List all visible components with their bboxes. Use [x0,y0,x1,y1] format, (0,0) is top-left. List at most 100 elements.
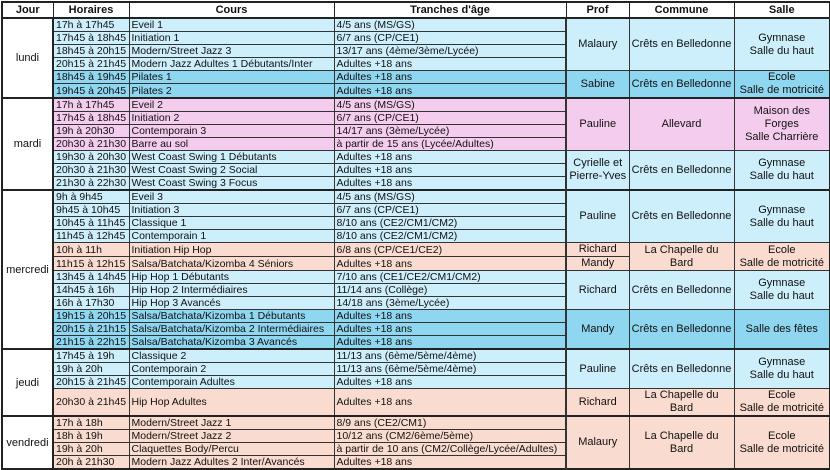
age-cell: à partir de 10 ans (CM2/Collège/Lycée/Ad… [333,442,567,456]
horaire-cell: 20h à 21h30 [52,455,130,470]
horaire-cell: 20h15 à 21h15 [52,322,130,336]
prof-cell: Richard [565,242,630,257]
horaire-cell: 20h30 à 21h30 [52,163,130,177]
horaire-cell: 19h à 20h30 [52,124,130,138]
prof-cell: Pauline [565,348,630,389]
horaire-cell: 19h15 à 20h15 [52,309,130,323]
salle-line-1: Ecole [767,243,796,256]
salle-line-2: Salle du haut [749,216,814,229]
salle-cell: Ecole Salle de motricité [733,415,830,470]
table-row: 13h45 à 14h45 Hip Hop 1 Débutants 7/10 a… [2,270,830,310]
prof-line-2: Pierre-Yves [569,170,627,182]
age-cell: Adultes +18 ans [333,150,567,164]
horaire-cell: 17h45 à 18h45 [52,111,130,125]
horaire-cell: 21h15 à 22h15 [52,335,130,350]
horaire-cell: 17h45 à 19h [52,348,130,363]
day-jeudi: jeudi [1,348,54,417]
age-cell: Adultes +18 ans [333,322,567,336]
horaire-cell: 16h à 17h30 [52,296,130,310]
horaire-cell: 17h à 17h45 [52,97,130,112]
salle-cell: Maison des Forges Salle Charrière [733,97,830,151]
day-mercredi: mercredi [1,189,54,350]
age-cell: 6/7 ans (CP/CE1) [333,111,567,125]
age-cell: 4/5 ans (MS/GS) [333,17,567,32]
salle-line-2: Salle de motricité [739,256,824,269]
day-mardi: mardi [1,97,54,191]
header-prof: Prof [565,1,630,19]
age-cell: Adultes +18 ans [333,455,567,470]
age-cell: 4/5 ans (MS/GS) [333,97,567,112]
prof-cell: Malaury [565,17,630,71]
commune-cell: La Chapelle du Bard [628,242,735,271]
header-tranches: Tranches d'âge [333,1,567,19]
horaire-cell: 20h30 à 21h45 [52,388,130,417]
cours-cell: West Coast Swing 1 Débutants [128,150,335,164]
commune-cell: Allevard [628,97,735,151]
horaire-cell: 19h30 à 20h30 [52,150,130,164]
age-cell: 6/8 ans (CP/CE1/CE2) [333,242,567,257]
table-row: 10h à 11h Initiation Hip Hop 6/8 ans (CP… [2,242,830,271]
salle-cell: Salle des fêtes [733,309,830,350]
horaire-cell: 9h à 9h45 [52,189,130,204]
commune-cell: Crêts en Belledonne [628,270,735,310]
horaire-cell: 11h45 à 12h45 [52,229,130,243]
age-cell: 8/10 ans (CE2/CM1/CM2) [333,229,567,243]
salle-line-2: Salle du haut [749,44,814,57]
cours-cell: Salsa/Batchata/Kizomba 4 Séniors [128,256,335,271]
salle-line-2: Salle Charrière [745,131,819,143]
cours-cell: Hip Hop 2 Intermédiaires [128,283,335,297]
salle-cell: Gymnase Salle du haut [733,189,830,243]
table-row: 11h15 à 12h15 Salsa/Batchata/Kizomba 4 S… [2,256,830,271]
age-cell: 6/7 ans (CP/CE1) [333,31,567,45]
horaire-cell: 14h45 à 16h [52,283,130,297]
age-cell: Adultes +18 ans [333,375,567,389]
commune-cell: Crêts en Belledonne [628,189,735,243]
cours-cell: Pilates 1 [128,69,335,85]
cours-cell: Contemporain 3 [128,124,335,138]
horaire-cell: 13h45 à 14h45 [52,270,130,284]
salle-line-1: Ecole [767,389,796,401]
table-row: 19h30 à 20h30 West Coast Swing 1 Débutan… [2,150,830,191]
commune-cell: La Chapelle du Bard [628,415,735,470]
horaire-cell: 18h45 à 20h15 [52,44,130,58]
cours-cell: Barre au sol [128,137,335,151]
horaire-cell: 20h30 à 21h30 [52,137,130,151]
horaire-cell: 17h à 17h45 [52,17,130,32]
age-cell: Adultes +18 ans [333,309,567,323]
salle-line-1: Gymnase [758,203,806,216]
salle-cell: Gymnase Salle du haut [733,270,830,310]
table-row: jeudi 17h45 à 19h Classique 2 11/13 ans … [1,348,830,417]
header-salle: Salle [733,1,830,19]
table-row: lundi 17h à 17h45 Eveil 1 4/5 ans (MS/GS… [1,17,830,99]
cours-cell: Initiation Hip Hop [128,242,335,257]
cours-cell: Initiation 1 [128,31,335,45]
cours-cell: West Coast Swing 2 Social [128,163,335,177]
salle-cell: Gymnase Salle du haut [733,150,830,191]
cours-cell: Hip Hop 3 Avancés [128,296,335,310]
cours-cell: Eveil 2 [128,97,335,112]
table-row: mercredi 9h à 9h45 Eveil 3 4/5 ans (MS/G… [1,189,830,350]
salle-line-1: Gymnase [758,277,806,289]
header-horaires: Horaires [52,1,130,19]
age-cell: 6/7 ans (CP/CE1) [333,203,567,217]
horaire-cell: 19h à 20h [52,362,130,376]
horaire-cell: 11h15 à 12h15 [52,256,130,271]
salle-cell: Ecole Salle de motricité [733,242,830,271]
salle-cell: Ecole Salle de motricité [733,388,830,417]
header-cours: Cours [128,1,335,19]
age-cell: 8/9 ans (CE2/CM1) [333,415,567,430]
horaire-cell: 19h à 20h [52,442,130,456]
age-cell: Adultes +18 ans [333,256,567,271]
header-row: Jour Horaires Cours Tranches d'âge Prof … [1,1,830,19]
header-commune: Commune [628,1,735,19]
day-vendredi: vendredi [1,415,54,470]
salle-line-1: Maison des Forges [753,105,810,130]
table-row: 19h15 à 20h15 Salsa/Batchata/Kizomba 1 D… [2,309,830,350]
cours-cell: Salsa/Batchata/Kizomba 3 Avancés [128,335,335,350]
cours-cell: Salsa/Batchata/Kizomba 2 Intermédiaires [128,322,335,336]
cours-cell: Eveil 1 [128,17,335,32]
age-cell: Adultes +18 ans [333,176,567,191]
cours-cell: Modern/Street Jazz 3 [128,44,335,58]
day-lundi: lundi [1,17,54,99]
